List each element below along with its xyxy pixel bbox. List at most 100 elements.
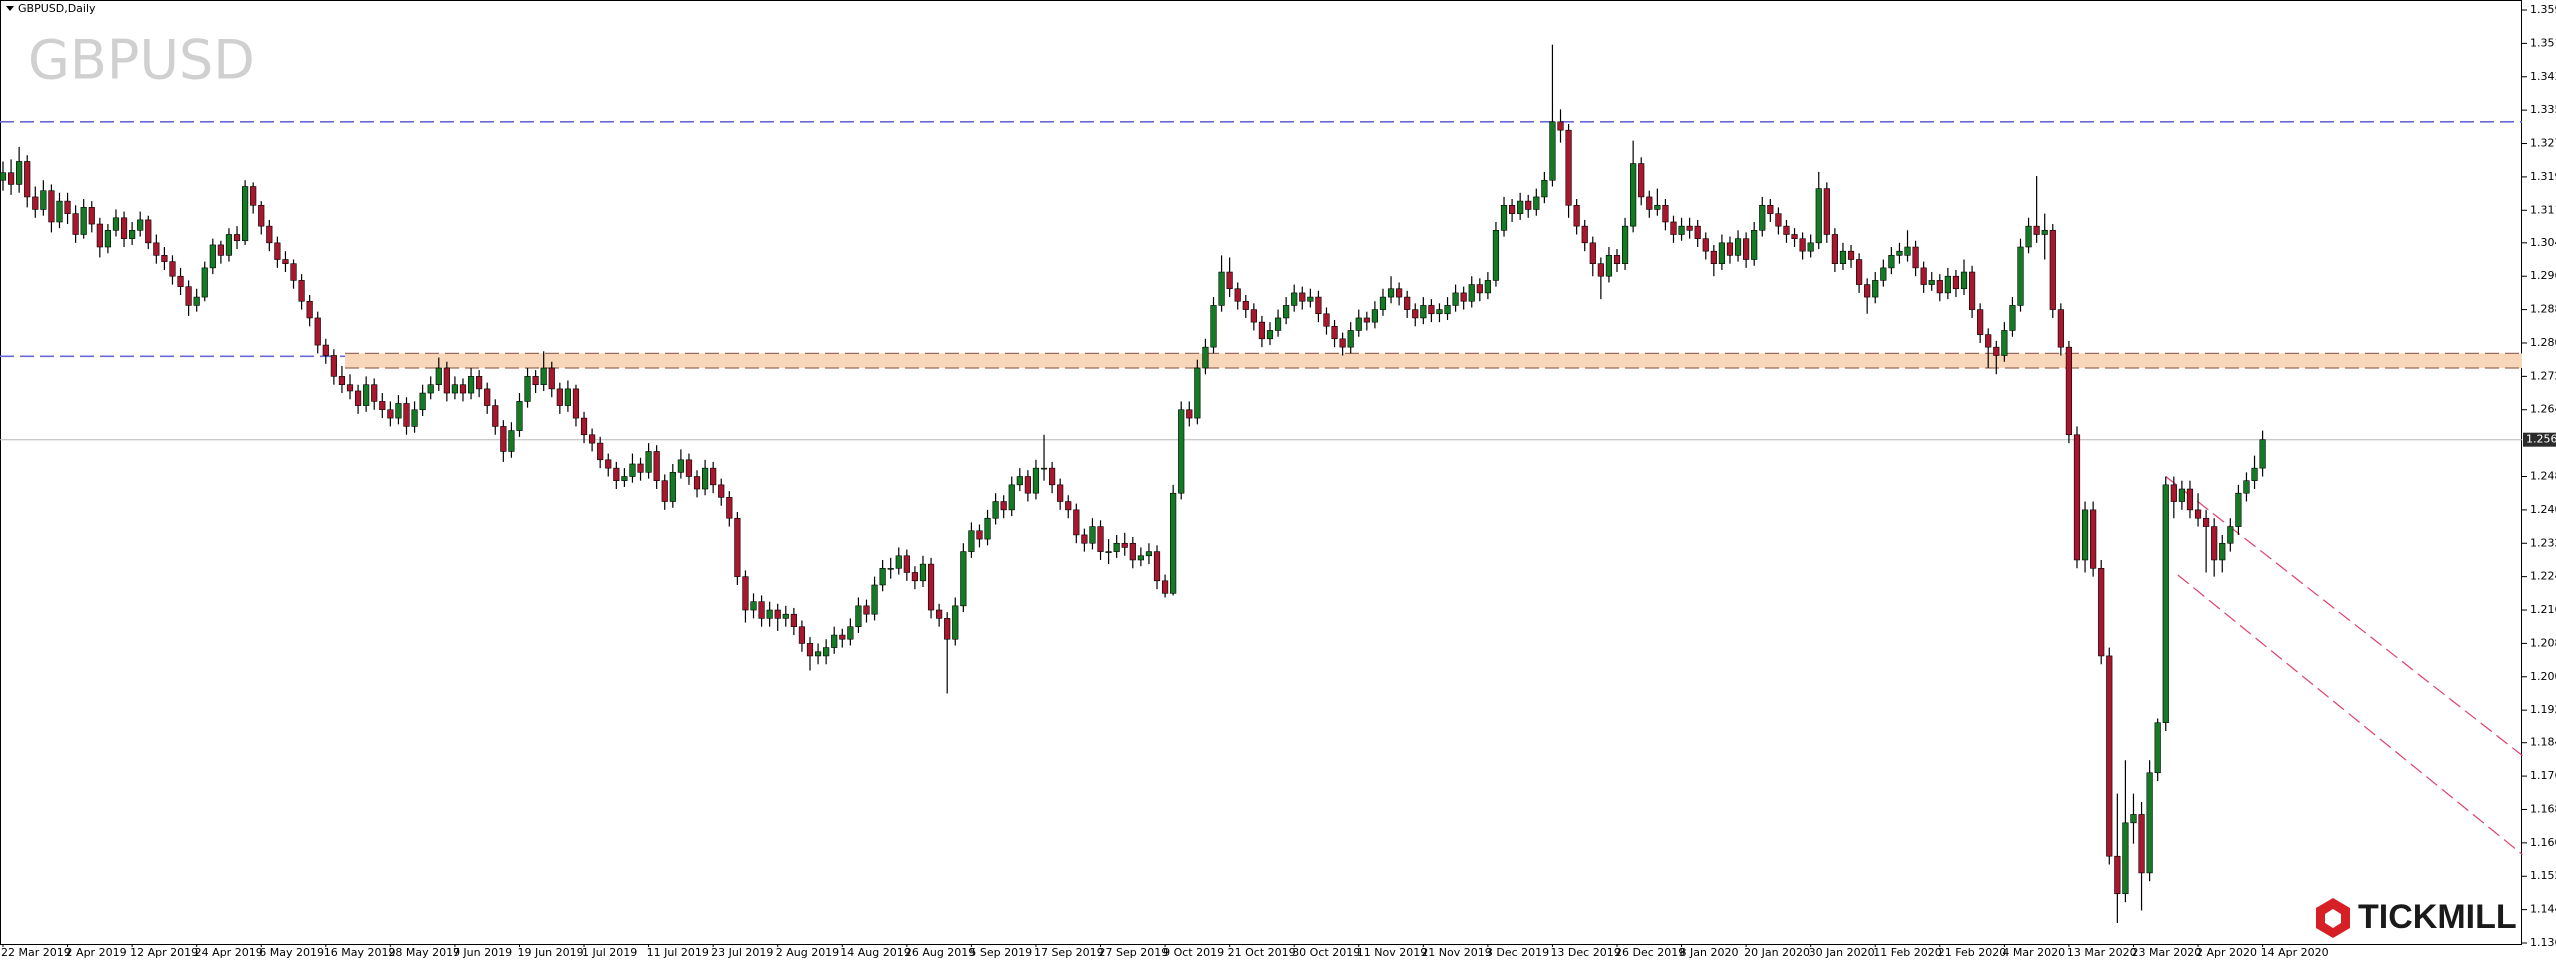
candle-body xyxy=(823,647,830,657)
candle-body xyxy=(814,651,822,657)
candle-body xyxy=(145,219,152,244)
candle-body xyxy=(2219,542,2226,561)
candle-body xyxy=(1799,238,1806,252)
candle-body xyxy=(1089,526,1096,544)
x-tick-label: 2 Aug 2019 xyxy=(776,946,839,959)
candle-body xyxy=(1985,334,1992,348)
candle-body xyxy=(1315,296,1322,315)
candle-body xyxy=(48,190,55,223)
candle-body xyxy=(1960,271,1968,290)
candle-body xyxy=(1073,509,1080,536)
candle-body xyxy=(371,384,378,402)
candle-body xyxy=(2178,488,2186,502)
x-tick-label: 30 Jan 2020 xyxy=(1809,946,1875,959)
candle-body xyxy=(2017,246,2024,306)
candle-body xyxy=(798,626,806,644)
plot-frame xyxy=(0,0,2522,945)
candle-body xyxy=(201,267,208,298)
candle-body xyxy=(2162,484,2169,723)
x-tick-label: 5 Sep 2019 xyxy=(969,946,1032,959)
candle-body xyxy=(1743,238,1750,260)
candle-body xyxy=(1565,129,1572,206)
candle-body xyxy=(540,367,547,386)
candle-body xyxy=(1153,551,1161,582)
candle-body xyxy=(1307,296,1314,302)
candle-body xyxy=(1525,200,1532,210)
candle-body xyxy=(314,317,321,346)
symbol-menu-arrow[interactable] xyxy=(6,6,14,11)
candle-body xyxy=(1412,309,1419,319)
trend-line xyxy=(2177,574,2523,856)
y-tick-label: 1.18420 xyxy=(2530,736,2556,749)
candle-body xyxy=(726,497,733,519)
y-tick-label: 1.31180 xyxy=(2530,203,2556,216)
candle-body xyxy=(354,390,362,406)
y-tick-label: 1.24000 xyxy=(2530,503,2556,516)
y-tick-label: 1.20000 xyxy=(2530,670,2556,683)
x-tick-label: 1 Jul 2019 xyxy=(582,946,637,959)
candle-body xyxy=(1928,280,1935,285)
candle-body xyxy=(2114,855,2121,895)
y-tick-label: 1.31980 xyxy=(2530,170,2556,183)
candle-body xyxy=(790,613,797,628)
x-tick-label: 21 Oct 2019 xyxy=(1228,946,1296,959)
candle-body xyxy=(1242,300,1249,310)
x-tick-label: 11 Nov 2019 xyxy=(1357,946,1427,959)
candle-body xyxy=(1557,121,1564,131)
candle-body xyxy=(1170,492,1177,594)
candle-body xyxy=(1000,501,1007,511)
candle-body xyxy=(1662,204,1669,223)
candle-body xyxy=(572,388,580,419)
candle-body xyxy=(322,344,329,356)
candle-body xyxy=(330,355,337,377)
candle-body xyxy=(185,286,192,306)
candle-body xyxy=(1339,338,1346,348)
candle-body xyxy=(0,172,7,181)
candle-body xyxy=(927,563,935,611)
candle-body xyxy=(363,384,370,406)
x-tick-label: 12 Apr 2019 xyxy=(130,946,198,959)
candle-body xyxy=(1702,238,1709,252)
candle-body xyxy=(847,626,854,640)
candle-body xyxy=(153,242,160,256)
y-tick-label: 1.28800 xyxy=(2530,303,2556,316)
candle-body xyxy=(40,190,47,210)
candle-body xyxy=(177,275,184,287)
candle-body xyxy=(16,161,23,185)
candle-body xyxy=(1049,467,1056,486)
candle-body xyxy=(379,401,386,411)
candle-body xyxy=(419,392,426,411)
candle-body xyxy=(387,409,394,419)
candle-body xyxy=(2081,509,2089,561)
x-tick-label: 3 Dec 2019 xyxy=(1486,946,1549,959)
chart-title: GBPUSD,Daily xyxy=(18,2,96,15)
candle-body xyxy=(1460,292,1467,302)
x-tick-label: 21 Feb 2020 xyxy=(1938,946,2006,959)
candle-body xyxy=(169,261,176,277)
y-tick-label: 1.16820 xyxy=(2530,802,2556,815)
candle-body xyxy=(2025,225,2032,248)
candle-body xyxy=(1993,346,2000,356)
candle-body xyxy=(2211,526,2218,561)
candle-body xyxy=(1718,242,1726,264)
candle-body xyxy=(129,230,136,239)
candle-body xyxy=(1807,242,1814,252)
y-tick-label: 1.19200 xyxy=(2530,703,2556,716)
candle-body xyxy=(242,186,249,242)
candle-body xyxy=(1646,196,1653,210)
candle-body xyxy=(960,551,967,607)
candle-body xyxy=(435,367,442,386)
candle-body xyxy=(887,567,894,570)
candle-body xyxy=(1533,196,1540,210)
candle-body xyxy=(701,467,709,490)
candle-body xyxy=(1436,309,1443,315)
y-tick-label: 1.29600 xyxy=(2530,269,2556,282)
candle-body xyxy=(532,376,539,386)
logo: TICKMILL xyxy=(2316,898,2517,938)
candle-body xyxy=(24,161,31,198)
candle-body xyxy=(2122,822,2129,895)
candle-body xyxy=(1129,542,1136,561)
candle-body xyxy=(2049,230,2056,310)
candle-body xyxy=(1371,309,1378,323)
candle-body xyxy=(2073,434,2081,561)
